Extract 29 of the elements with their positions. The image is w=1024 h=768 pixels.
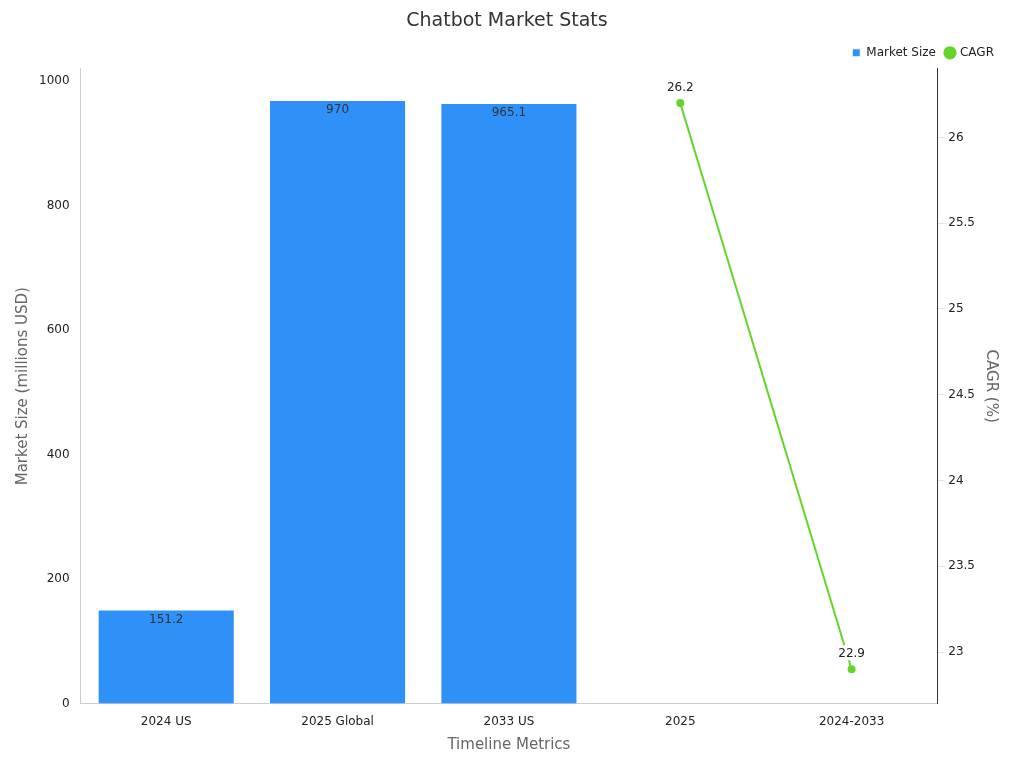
y-tick-label: 400: [46, 446, 70, 461]
y2-tick-label: 24: [948, 472, 964, 487]
y-tick-label: 600: [46, 322, 70, 337]
y2-tick-label: 26: [948, 129, 964, 144]
x-tick-label: 2024-2033: [818, 713, 885, 728]
y2-tick-label: 25: [948, 301, 964, 316]
y2-tick-label: 24.5: [948, 386, 975, 401]
data-label: 22.9: [838, 646, 865, 661]
x-tick-label: 2033 US: [483, 713, 535, 728]
y-axis-title: Market Size (millions USD): [12, 287, 31, 486]
y2-tick-label: 23: [948, 644, 964, 659]
data-label: 26.2: [666, 80, 694, 95]
x-tick-label: 2025 Global: [301, 713, 374, 728]
y-tick-label: 1000: [38, 73, 70, 88]
data-label: 970: [326, 102, 350, 117]
legend-label: CAGR: [959, 44, 994, 59]
data-label: 151.2: [149, 611, 184, 626]
x-tick-label: 2025: [664, 713, 696, 728]
y2-tick-label: 23.5: [948, 558, 975, 573]
y-tick-label: 200: [46, 571, 70, 586]
y2-axis-title: CAGR (%): [983, 349, 1002, 423]
data-label: 965.1: [491, 105, 527, 120]
y-tick-label: 800: [46, 197, 70, 212]
y2-tick-label: 25.5: [948, 215, 975, 230]
x-axis-title: Timeline Metrics: [446, 734, 571, 753]
y-tick-label: 0: [61, 695, 70, 710]
x-tick-label: 2024 US: [140, 713, 192, 728]
chart-title: Chatbot Market Stats: [406, 8, 608, 31]
legend-label: Market Size: [866, 44, 936, 59]
